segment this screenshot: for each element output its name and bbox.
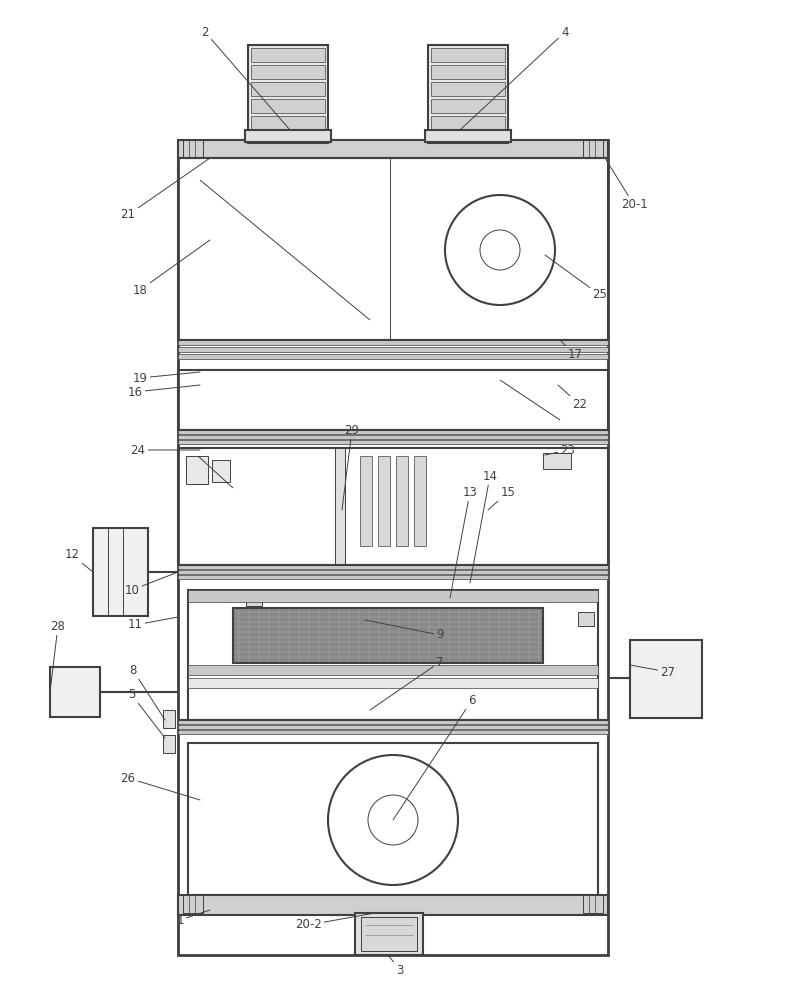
Bar — [431, 48, 505, 62]
Bar — [188, 590, 598, 602]
Text: 28: 28 — [50, 619, 66, 692]
Bar — [186, 456, 208, 484]
Text: 25: 25 — [545, 255, 608, 302]
Bar — [431, 65, 505, 79]
Text: 20-2: 20-2 — [295, 913, 375, 932]
Text: 7: 7 — [370, 656, 444, 710]
Text: 24: 24 — [130, 444, 200, 456]
Text: 18: 18 — [133, 240, 210, 296]
Text: 9: 9 — [365, 620, 444, 642]
Bar — [583, 140, 603, 158]
Text: 17: 17 — [560, 340, 582, 361]
Bar — [251, 99, 325, 113]
Text: 26: 26 — [121, 772, 200, 800]
Bar — [178, 448, 608, 565]
Bar — [251, 65, 325, 79]
Text: 4: 4 — [460, 25, 569, 130]
Text: 11: 11 — [127, 617, 178, 632]
Bar — [425, 130, 511, 142]
Bar — [431, 116, 505, 130]
Text: 10: 10 — [125, 572, 178, 596]
Text: 15: 15 — [488, 486, 515, 510]
Text: 14: 14 — [470, 470, 498, 583]
Bar — [246, 594, 262, 606]
Bar — [188, 665, 598, 675]
Bar — [360, 456, 372, 546]
Bar — [355, 913, 423, 955]
Text: 1: 1 — [176, 910, 210, 926]
Text: 8: 8 — [130, 664, 165, 720]
Bar — [361, 917, 417, 951]
Bar — [178, 725, 608, 729]
Bar — [183, 140, 203, 158]
Bar — [251, 116, 325, 130]
Bar — [178, 158, 608, 340]
Bar — [178, 570, 608, 574]
Bar — [178, 575, 608, 579]
Text: 29: 29 — [342, 424, 359, 510]
Bar — [178, 370, 608, 430]
Bar — [178, 730, 608, 734]
Bar — [233, 608, 543, 663]
Bar — [178, 565, 608, 569]
Bar — [414, 456, 426, 546]
Text: 2: 2 — [201, 25, 290, 130]
Bar — [188, 678, 598, 688]
Bar — [178, 347, 608, 352]
Text: 3: 3 — [388, 955, 404, 976]
Text: 12: 12 — [65, 548, 93, 572]
Bar — [251, 48, 325, 62]
Text: 23: 23 — [545, 444, 575, 456]
Bar — [178, 340, 608, 345]
Text: 27: 27 — [630, 665, 675, 678]
Bar — [335, 448, 345, 565]
Bar — [183, 895, 203, 913]
Bar — [178, 430, 608, 434]
Text: 16: 16 — [127, 385, 200, 398]
Text: 19: 19 — [133, 371, 200, 384]
Text: 13: 13 — [450, 486, 477, 598]
Bar — [163, 710, 175, 728]
Bar — [583, 895, 603, 913]
Text: 20-1: 20-1 — [605, 158, 647, 212]
Bar — [178, 720, 608, 724]
Bar — [431, 82, 505, 96]
Bar — [188, 743, 598, 895]
Bar — [93, 528, 148, 616]
Bar — [543, 453, 571, 469]
Text: 21: 21 — [121, 158, 210, 222]
Bar — [630, 640, 702, 718]
Bar — [378, 456, 390, 546]
Bar — [212, 460, 230, 482]
Bar — [178, 354, 608, 359]
Text: 6: 6 — [393, 694, 476, 820]
Bar — [178, 435, 608, 439]
Bar — [396, 456, 408, 546]
Bar — [188, 590, 598, 720]
Text: 22: 22 — [558, 385, 588, 412]
Text: 5: 5 — [128, 688, 165, 738]
Bar — [178, 140, 608, 158]
Bar — [50, 667, 100, 717]
Bar — [178, 440, 608, 444]
Bar — [245, 130, 331, 142]
Bar — [431, 99, 505, 113]
Bar — [248, 45, 328, 143]
Bar — [578, 612, 594, 626]
Bar — [178, 895, 608, 915]
Bar — [178, 140, 608, 955]
Bar — [428, 45, 508, 143]
Bar — [163, 735, 175, 753]
Bar — [251, 82, 325, 96]
